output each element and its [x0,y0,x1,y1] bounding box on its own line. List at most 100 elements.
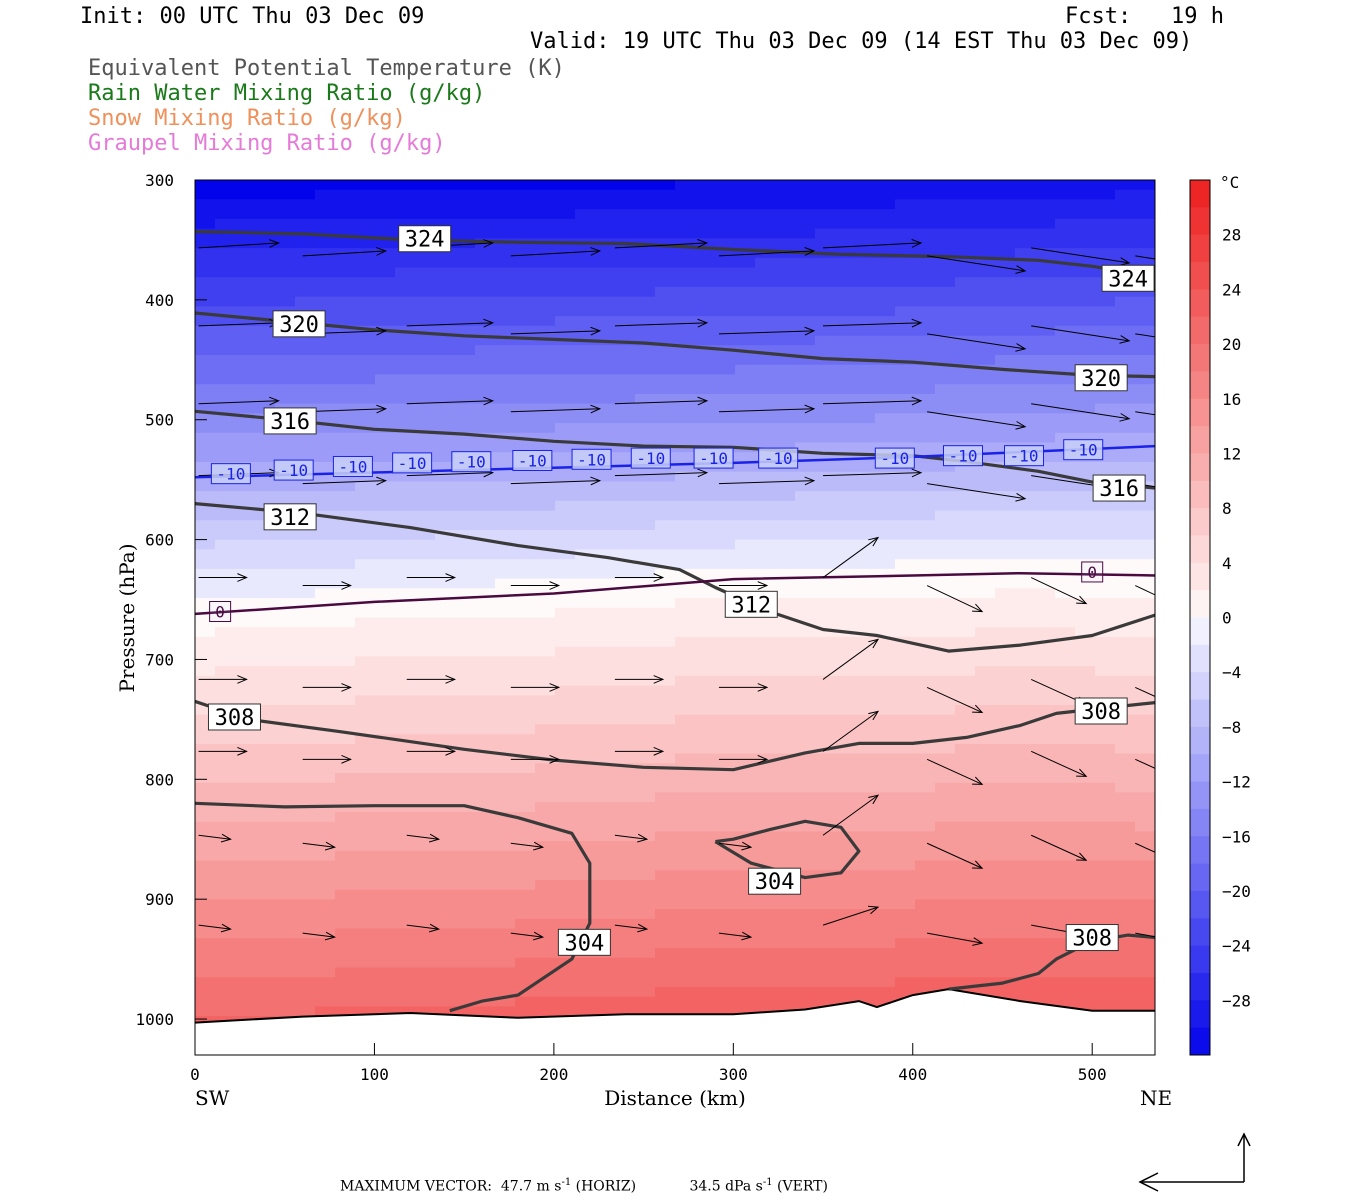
colorbar-band [1190,398,1210,427]
temp-cell [715,1006,736,1017]
temp-cell [575,899,596,910]
temp-cell [795,967,816,978]
temp-cell [675,850,696,862]
temp-cell [275,598,296,609]
temp-cell [515,646,536,657]
temp-cell [275,209,296,220]
temp-cell [635,588,656,599]
isotherm-label-text: -10 [1069,441,1098,460]
temp-cell [715,355,736,366]
temp-cell [295,782,316,794]
temp-cell [775,364,796,375]
temp-cell [1135,500,1155,512]
temp-cell [815,189,836,200]
temp-cell [715,909,736,920]
temp-cell [755,578,776,589]
temp-cell [935,325,956,337]
temp-cell [775,860,796,871]
temp-cell [235,218,256,230]
temp-cell [675,471,696,482]
temp-cell [1055,705,1076,716]
temp-cell [735,646,756,657]
temp-cell [695,335,716,346]
temp-cell [915,384,936,395]
temp-cell [195,773,216,784]
temp-cell [1135,306,1155,317]
temp-cell [555,539,576,550]
temp-cell [1055,238,1076,249]
temp-cell [735,938,756,949]
temp-cell [955,218,976,230]
temp-cell [755,695,776,706]
temp-cell [515,481,536,492]
isotherm-label-box [1004,445,1045,467]
temp-cell [735,286,756,298]
temp-cell [815,899,836,910]
temp-cell [675,189,696,200]
temp-cell [615,452,636,463]
temp-cell [515,510,536,521]
temp-cell [435,316,456,327]
temp-cell [955,753,976,764]
temp-cell [915,189,936,200]
temp-cell [675,209,696,220]
temp-cell [735,850,756,862]
temp-cell [675,909,696,920]
temp-cell [915,539,936,550]
temp-cell [415,666,436,677]
isotherm-label--10: -10 [273,459,314,481]
temp-cell [895,549,916,560]
x-axis-label: Distance (km) [604,1086,746,1110]
temp-cell [795,880,816,891]
temp-cell [655,306,676,317]
temp-cell [915,374,936,385]
temp-cell [715,520,736,531]
temp-cell [535,257,556,269]
temp-cell [255,811,276,823]
wind-vector [614,318,709,328]
temp-cell [1135,384,1155,395]
temp-cell [695,568,716,580]
temp-cell [455,520,476,531]
temp-cell [395,948,416,959]
temp-cell [815,530,836,541]
temp-cell [1055,743,1076,755]
wind-vector-head [237,675,248,684]
temp-cell [575,209,596,220]
temp-cell [215,393,236,405]
temp-cell [895,734,916,745]
temp-cell [1135,802,1155,813]
temp-cell [935,831,956,842]
temp-cell [735,714,756,725]
temp-cell [895,714,916,725]
temp-cell [455,277,476,288]
temp-cell [555,821,576,832]
wind-vector-head [1119,413,1131,422]
temp-cell [1055,267,1076,278]
temp-cell [355,218,376,230]
temp-cell [875,646,896,657]
temp-cell [635,257,656,269]
temp-cell [1035,938,1056,949]
temp-cell [1095,666,1116,677]
temp-cell [195,248,216,259]
temp-cell [295,938,316,949]
temp-cell [255,461,276,473]
temp-cell [1035,986,1056,998]
temp-cell [375,705,396,716]
temp-cell [395,393,416,405]
temp-cell [715,724,736,735]
temp-cell [315,364,336,375]
temp-cell [835,870,856,881]
temp-cell [975,325,996,337]
temp-cell [655,782,676,794]
temp-cell [995,277,1016,288]
temp-cell [515,675,536,687]
temp-cell [1095,598,1116,609]
temp-cell [855,345,876,356]
wind-vectors [198,239,1155,946]
temp-cell [1135,355,1155,366]
temp-cell [755,559,776,570]
temp-cell [595,267,616,278]
temp-cell [195,889,216,900]
